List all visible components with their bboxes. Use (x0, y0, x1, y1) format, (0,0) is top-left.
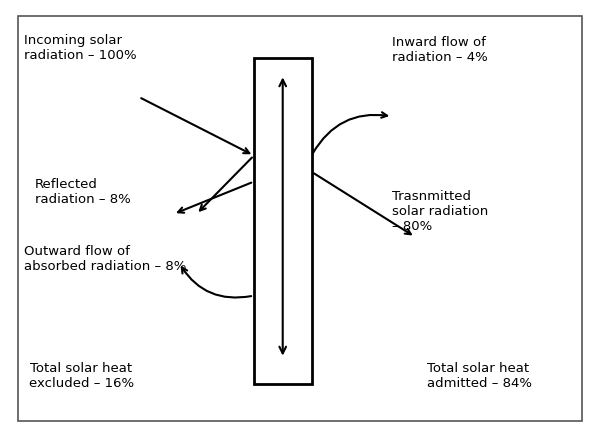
Text: Incoming solar
radiation – 100%: Incoming solar radiation – 100% (23, 34, 136, 62)
Text: Total solar heat
excluded – 16%: Total solar heat excluded – 16% (29, 361, 134, 389)
Text: Outward flow of
absorbed radiation – 8%: Outward flow of absorbed radiation – 8% (23, 244, 186, 272)
Text: Inward flow of
radiation – 4%: Inward flow of radiation – 4% (392, 36, 488, 64)
Text: Total solar heat
admitted – 84%: Total solar heat admitted – 84% (427, 361, 532, 389)
Text: Trasnmitted
solar radiation
– 80%: Trasnmitted solar radiation – 80% (392, 190, 488, 233)
Text: Reflected
radiation – 8%: Reflected radiation – 8% (35, 178, 131, 205)
Bar (254, 59, 311, 384)
